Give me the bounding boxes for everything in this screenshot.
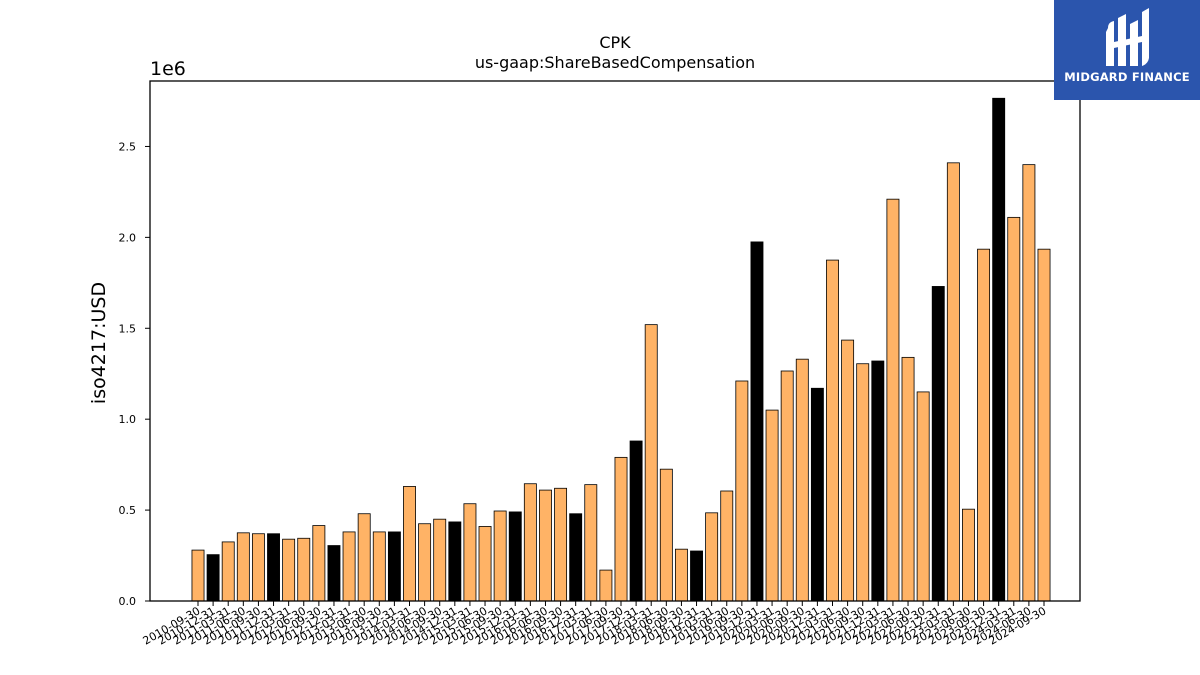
midgard-logo-icon [1106,8,1149,66]
bar-2024-03-31 [1007,216,1021,602]
bar-2012-09-30 [312,525,326,602]
bar-2018-03-31 [644,324,658,602]
bar-2017-09-30 [614,456,628,602]
bar-2021-03-31 [826,259,839,602]
bar-2023-06-30 [962,508,975,602]
logo-badge: MIDGARD FINANCE [1054,0,1200,100]
chart-subtitle: us-gaap:ShareBasedCompensation [475,53,755,72]
bar-2021-12-31 [871,360,885,602]
bar-2018-09-30 [674,548,688,602]
bar-2017-06-30 [599,569,613,602]
y-ticks-group: 0.0 0.5 1.0 1.5 2.0 2.5 [119,140,150,608]
chart-title: CPK [599,33,631,52]
bar-2016-12-31 [569,513,583,602]
y-tick-label: 2.5 [119,140,137,153]
bar-2011-09-30 [251,533,265,602]
bar-2021-06-30 [841,339,855,602]
y-axis-label: iso4217:USD [88,282,110,404]
bar-2016-06-30 [539,489,552,602]
y-tick-label: 0.5 [119,504,137,517]
bar-2015-09-30 [493,510,507,602]
bar-2019-09-30 [735,380,749,602]
bar-2018-12-31 [690,550,703,602]
bar-2015-03-31 [463,503,477,602]
bar-2014-12-31 [448,521,462,602]
bar-2019-12-31 [750,241,764,602]
bar-2014-06-30 [418,523,432,602]
bar-2011-06-30 [236,532,250,602]
bar-2015-06-30 [478,526,492,602]
bar-2017-12-31 [629,440,643,602]
bar-2012-12-31 [327,545,341,602]
bar-2023-03-31 [946,162,960,602]
bar-2023-09-30 [977,248,991,602]
bar-2011-03-31 [221,541,235,602]
bar-2013-06-30 [357,513,371,602]
bar-2013-03-31 [342,531,356,602]
bar-2020-03-31 [765,409,779,602]
bar-2020-06-30 [780,370,794,602]
bar-2019-03-31 [705,512,719,602]
bar-2017-03-31 [584,484,598,602]
bar-2020-12-31 [810,387,824,602]
bar-2012-06-30 [297,537,311,602]
bar-2014-03-31 [403,486,416,602]
bar-2022-03-31 [886,198,900,602]
bar-2016-09-30 [554,487,568,602]
plot-frame [149,80,1081,602]
bar-2020-09-30 [795,358,809,602]
x-ticks-group: 2010-09-302010-12-312011-03-312011-06-30… [141,601,1049,648]
bar-2014-09-30 [433,518,447,602]
bar-2010-12-31 [206,554,220,602]
bar-2013-12-31 [387,531,401,602]
bar-2021-09-30 [856,363,870,602]
bar-2012-03-31 [282,538,296,602]
y-tick-label: 1.5 [119,322,137,335]
bar-2016-03-31 [523,483,537,602]
bar-2010-09-30 [191,549,205,602]
bar-2019-06-30 [720,490,734,602]
y-offset-text: 1e6 [150,58,186,80]
bar-2022-12-31 [931,286,945,602]
bar-2024-06-30 [1022,164,1036,602]
bar-2015-12-31 [508,511,522,602]
logo-text: MIDGARD FINANCE [1064,70,1190,84]
y-tick-label: 1.0 [119,413,137,426]
bar-2011-12-31 [267,533,280,602]
bar-2022-09-30 [916,391,930,602]
bar-2013-09-30 [372,531,386,602]
bars-group [191,97,1051,602]
y-tick-label: 2.0 [119,231,137,244]
bar-2022-06-30 [901,356,915,602]
bar-2024-09-30 [1037,248,1051,602]
bar-2023-12-31 [992,97,1006,602]
bar-2018-06-30 [659,468,673,602]
y-tick-label: 0.0 [119,595,137,608]
